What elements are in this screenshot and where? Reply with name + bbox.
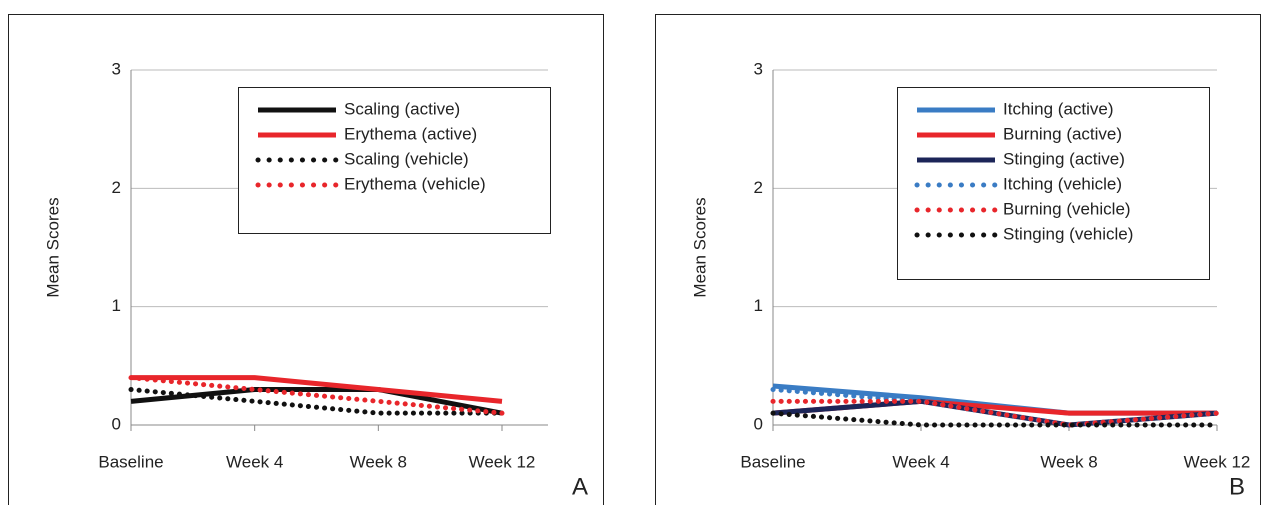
x-tick-label: Baseline: [98, 452, 163, 471]
panel-letter: B: [1229, 473, 1245, 500]
y-tick-label: 2: [112, 178, 121, 197]
panel-letter: A: [572, 473, 588, 500]
y-axis-label: Mean Scores: [690, 197, 709, 297]
x-tick-label: Week 12: [469, 452, 536, 471]
x-tick-label: Week 4: [892, 452, 949, 471]
legend: Itching (active) Burning (active) Stinging…: [897, 87, 1210, 280]
legend: Scaling (active) Erythema (active) Scaling…: [238, 87, 551, 234]
panel-frame: [8, 14, 604, 505]
legend-label: Itching (active): [1003, 99, 1114, 118]
y-tick-label: 3: [754, 59, 763, 78]
x-tick-label: Week 8: [1040, 452, 1097, 471]
x-tick-label: Week 4: [226, 452, 283, 471]
data-line: [770, 398, 1220, 428]
legend-label: Burning (active): [1003, 124, 1122, 143]
data-line: [128, 387, 505, 416]
legend-label: Erythema (active): [344, 124, 477, 143]
legend-label: Itching (vehicle): [1003, 174, 1122, 193]
y-tick-label: 0: [754, 414, 763, 433]
legend-label: Burning (vehicle): [1003, 199, 1131, 218]
x-tick-label: Week 12: [1184, 452, 1251, 471]
data-line: [131, 375, 503, 404]
y-tick-label: 0: [112, 414, 121, 433]
data-line: [128, 375, 505, 416]
legend-label: Stinging (active): [1003, 149, 1125, 168]
legend-label: Scaling (vehicle): [344, 149, 469, 168]
legend-label: Erythema (vehicle): [344, 174, 486, 193]
x-tick-label: Week 8: [350, 452, 407, 471]
x-tick-label: Baseline: [740, 452, 805, 471]
y-tick-label: 2: [754, 178, 763, 197]
data-line: [130, 387, 503, 416]
legend-label: Scaling (active): [344, 99, 460, 118]
y-tick-label: 1: [112, 296, 121, 315]
y-axis-label: Mean Scores: [43, 197, 62, 297]
data-line: [770, 410, 1220, 428]
legend-label: Stinging (vehicle): [1003, 224, 1133, 243]
y-tick-label: 3: [112, 59, 121, 78]
y-tick-label: 1: [754, 296, 763, 315]
